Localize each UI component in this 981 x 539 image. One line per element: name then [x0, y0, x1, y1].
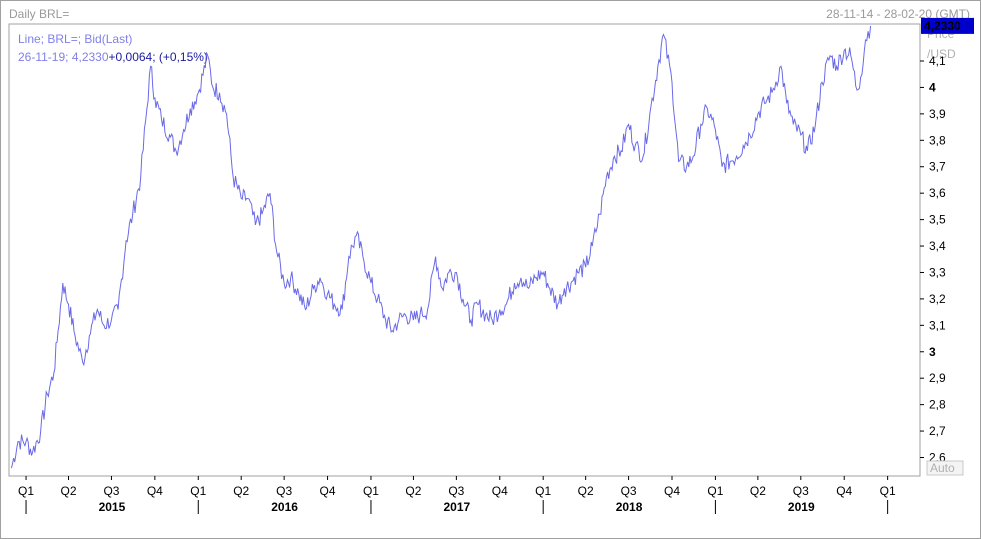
x-year-label: 2016 [271, 500, 298, 514]
y-tick-label: 3,1 [929, 318, 946, 332]
legend-series-description: Line; BRL=; Bid(Last) [18, 32, 132, 46]
x-quarter-label: Q3 [793, 484, 809, 498]
x-axis: Q1 Q2 Q3 Q4 Q1 Q2 Q3 Q4 Q1 Q2 Q3 Q4 Q1 Q2 Q3 Q4 Q1 Q2 Q3 Q4… [18, 476, 896, 514]
y-tick-label: 4 [929, 80, 936, 94]
auto-scale-label: Auto [930, 461, 955, 475]
x-quarter-label: Q2 [750, 484, 766, 498]
x-quarter-label: Q4 [664, 484, 680, 498]
x-quarter-label: Q4 [492, 484, 508, 498]
y-tick-label: 3,2 [929, 292, 946, 306]
auto-scale-button[interactable] [926, 460, 964, 476]
x-quarter-label: Q3 [448, 484, 464, 498]
y-tick-label: 2,8 [929, 398, 946, 412]
y-tick-label: 3,4 [929, 239, 946, 253]
x-quarter-label: Q1 [535, 484, 551, 498]
y-tick-label: 3,9 [929, 107, 946, 121]
legend-last-change: +0,0064; (+0,15%) [109, 50, 208, 64]
plot-area-border [8, 23, 921, 477]
x-year-label: 2015 [99, 500, 126, 514]
x-year-label: 2019 [788, 500, 815, 514]
x-quarter-label: Q4 [320, 484, 336, 498]
chart-title: Daily BRL= [9, 7, 70, 21]
date-range: 28-11-14 - 28-02-20 (GMT) [826, 7, 970, 21]
x-quarter-label: Q1 [880, 484, 896, 498]
series-line [10, 25, 872, 469]
x-quarter-label: Q3 [103, 484, 119, 498]
x-quarter-label: Q1 [190, 484, 206, 498]
last-price-label: 4,2330 [924, 19, 961, 33]
y-tick-label: 2,9 [929, 371, 946, 385]
y-tick-label: 3,7 [929, 160, 946, 174]
legend-last-date: 26-11-19; 4,2330 [18, 50, 109, 64]
x-quarter-label: Q3 [621, 484, 637, 498]
y-tick-label: 3,6 [929, 186, 946, 200]
last-price-box [921, 17, 974, 34]
y-tick-label: 2,7 [929, 424, 946, 438]
x-quarter-label: Q4 [836, 484, 852, 498]
y-tick-label: 3,8 [929, 133, 946, 147]
y-tick-label: 3,5 [929, 213, 946, 227]
x-quarter-label: Q3 [276, 484, 292, 498]
y-tick-label: 3 [929, 345, 936, 359]
x-quarter-label: Q1 [363, 484, 379, 498]
x-quarter-label: Q2 [61, 484, 77, 498]
x-quarter-label: Q2 [578, 484, 594, 498]
y-axis: 4,1 4 3,9 3,8 3,7 3,6 3,5 3,4 3,3 3,2 3,1 3 2,9 2,8 2,… [920, 54, 946, 464]
x-year-label: 2017 [443, 500, 470, 514]
y-tick-label: 4,1 [929, 54, 946, 68]
x-quarter-label: Q1 [707, 484, 723, 498]
x-quarter-label: Q1 [18, 484, 34, 498]
x-year-label: 2018 [616, 500, 643, 514]
x-quarter-label: Q2 [405, 484, 421, 498]
y-tick-label: 3,3 [929, 265, 946, 279]
x-quarter-label: Q2 [233, 484, 249, 498]
unit-label: /USD [927, 47, 956, 61]
x-quarter-label: Q4 [147, 484, 163, 498]
legend-last-value: 26-11-19; 4,2330+0,0064; (+0,15%) [18, 50, 208, 64]
